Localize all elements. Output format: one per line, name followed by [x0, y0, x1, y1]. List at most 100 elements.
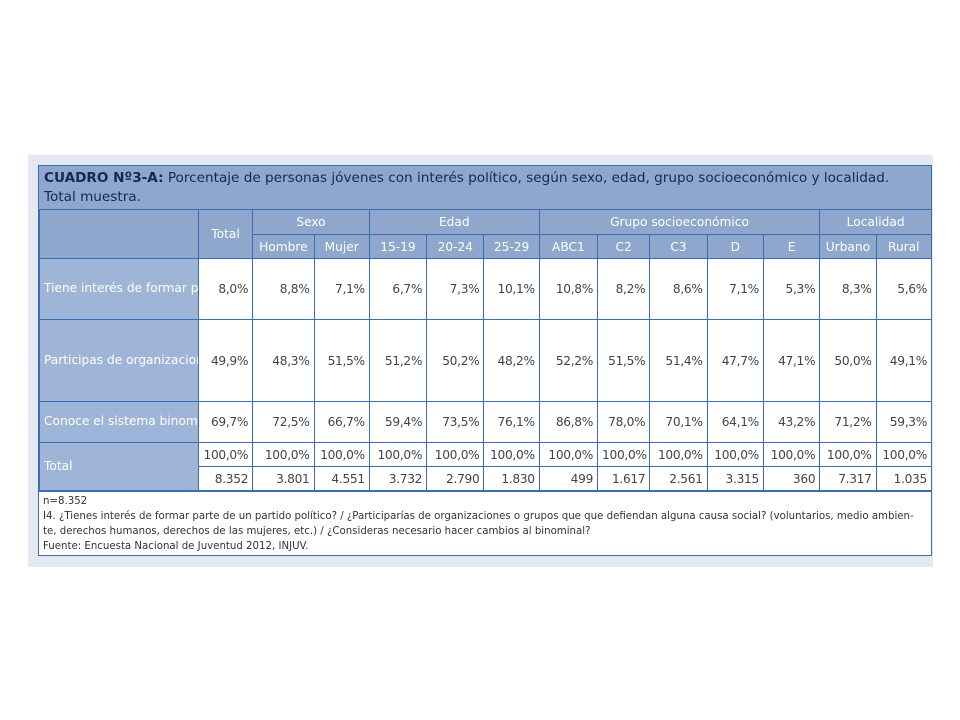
table-cell: 100,0%: [483, 442, 540, 467]
table-cell: 499: [538, 466, 599, 491]
table-cell: 7.317: [819, 466, 877, 491]
table-cell: 4.551: [313, 466, 370, 491]
row-label: Conoce el sistema binominal: [39, 401, 199, 443]
table-cell: 50,0%: [819, 319, 877, 402]
header-total: Total: [197, 209, 254, 259]
table-cell: 8.352: [197, 466, 254, 491]
table-cell: 3.801: [252, 466, 315, 491]
header-col-urbano: Urbano: [819, 234, 877, 259]
table-cell: 100,0%: [819, 442, 877, 467]
table-cell: 71,2%: [819, 401, 877, 443]
table-cell: 48,2%: [483, 319, 540, 402]
table-cell: 6,7%: [368, 258, 428, 320]
table-cell: 7,1%: [313, 258, 370, 320]
header-col-e: E: [762, 234, 821, 259]
table-cell: 100,0%: [368, 442, 428, 467]
total-count-row: 8.352 3.801 4.551 3.732 2.790 1.830 499 …: [40, 466, 933, 491]
header-group-socioeconomico: Grupo socioeconómico: [538, 209, 821, 235]
table-cell: 51,4%: [649, 319, 708, 402]
header-col-20-24: 20-24: [426, 234, 485, 259]
header-col-c3: C3: [649, 234, 708, 259]
table-cell: 8,0%: [197, 258, 254, 320]
footnote-source: Fuente: Encuesta Nacional de Juventud 20…: [43, 541, 309, 552]
table-cell: 8,2%: [597, 258, 651, 320]
table-cell: 100,0%: [426, 442, 485, 467]
header-group-edad: Edad: [368, 209, 540, 235]
table-cell: 5,3%: [762, 258, 821, 320]
header-row-columns: Hombre Mujer 15-19 20-24 25-29 ABC1 C2 C…: [40, 234, 933, 259]
table-cell: 8,3%: [819, 258, 877, 320]
table-cell: 2.790: [426, 466, 485, 491]
table-title-text: Porcentaje de personas jóvenes con inter…: [44, 170, 890, 205]
table-cell: 66,7%: [313, 401, 370, 443]
table-cell: 100,0%: [538, 442, 599, 467]
table-cell: 51,2%: [368, 319, 428, 402]
header-row-groups: Total Sexo Edad Grupo socioeconómico Loc…: [39, 209, 932, 259]
table-cell: 360: [762, 466, 821, 491]
header-col-15-19: 15-19: [368, 234, 428, 259]
footnote-question: I4. ¿Tienes interés de formar parte de u…: [43, 511, 914, 522]
table-cell: 100,0%: [706, 442, 764, 467]
table-cell: 51,5%: [313, 319, 370, 402]
table-cell: 100,0%: [762, 442, 821, 467]
table-cell: 59,4%: [368, 401, 428, 443]
table-footnotes: n=8.352 I4. ¿Tienes interés de formar pa…: [39, 491, 931, 554]
table-cell: 64,1%: [706, 401, 764, 443]
table-cell: 1.617: [597, 466, 651, 491]
table-cell: 100,0%: [313, 442, 370, 467]
table-cell: 47,7%: [706, 319, 764, 402]
table-cell: 76,1%: [483, 401, 540, 443]
table-cell: 86,8%: [538, 401, 599, 443]
table-row: Tiene interés de formar parte de un part…: [39, 258, 933, 320]
table-cell: 59,3%: [875, 401, 933, 443]
header-col-rural: Rural: [875, 234, 933, 259]
header-col-abc1: ABC1: [538, 234, 599, 259]
header-col-c2: C2: [597, 234, 651, 259]
table-cell: 78,0%: [597, 401, 651, 443]
total-row-label: Total: [39, 442, 199, 491]
table-title-label: CUADRO Nº3-A:: [44, 170, 164, 186]
row-label: Tiene interés de formar parte de un part…: [39, 258, 199, 320]
total-percent-row: Total 100,0% 100,0% 100,0% 100,0% 100,0%…: [39, 442, 933, 491]
table-cell: 73,5%: [426, 401, 485, 443]
table-cell: 70,1%: [649, 401, 708, 443]
table-cell: 48,3%: [252, 319, 315, 402]
table-cell: 8,6%: [649, 258, 708, 320]
table-cell: 43,2%: [762, 401, 821, 443]
header-corner-cell: [39, 209, 199, 259]
table-cell: 100,0%: [649, 442, 708, 467]
table-cell: 5,6%: [875, 258, 933, 320]
table-cell: 47,1%: [762, 319, 821, 402]
header-col-25-29: 25-29: [483, 234, 540, 259]
data-table-card: CUADRO Nº3-A: Porcentaje de personas jóv…: [38, 165, 933, 556]
table-cell: 10,1%: [483, 258, 540, 320]
table-cell: 7,1%: [706, 258, 764, 320]
table-cell: 100,0%: [252, 442, 315, 467]
table-cell: 100,0%: [197, 442, 254, 467]
table-cell: 50,2%: [426, 319, 485, 402]
data-table: Total Sexo Edad Grupo socioeconómico Loc…: [39, 209, 933, 491]
table-cell: 69,7%: [197, 401, 254, 443]
header-col-hombre: Hombre: [252, 234, 315, 259]
header-col-mujer: Mujer: [313, 234, 370, 259]
table-cell: 100,0%: [875, 442, 933, 467]
table-cell: 72,5%: [252, 401, 315, 443]
header-col-d: D: [706, 234, 764, 259]
table-cell: 3.315: [706, 466, 764, 491]
table-cell: 10,8%: [538, 258, 599, 320]
row-label: Participas de organizaciones o grupos qu…: [39, 319, 199, 402]
table-cell: 8,8%: [252, 258, 315, 320]
table-cell: 7,3%: [426, 258, 485, 320]
table-cell: 1.035: [875, 466, 933, 491]
table-cell: 3.732: [368, 466, 428, 491]
table-row: Participas de organizaciones o grupos qu…: [39, 319, 933, 402]
table-cell: 1.830: [483, 466, 540, 491]
footnote-sample-size: n=8.352: [43, 496, 88, 507]
table-title: CUADRO Nº3-A: Porcentaje de personas jóv…: [39, 166, 931, 210]
header-group-localidad: Localidad: [819, 209, 932, 235]
table-cell: 49,9%: [197, 319, 254, 402]
table-cell: 2.561: [649, 466, 708, 491]
table-cell: 100,0%: [597, 442, 651, 467]
table-cell: 52,2%: [538, 319, 599, 402]
header-group-sexo: Sexo: [252, 209, 370, 235]
